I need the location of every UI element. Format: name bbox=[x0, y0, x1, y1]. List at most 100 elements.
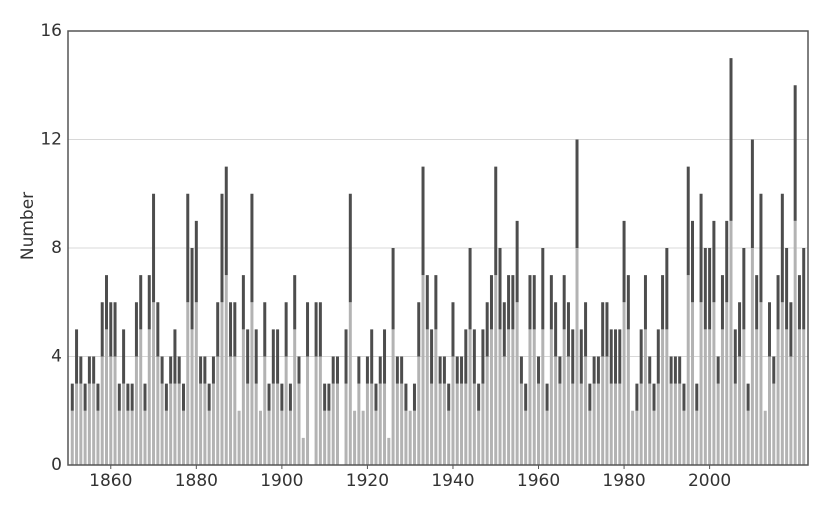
bar-segment bbox=[524, 383, 528, 411]
bar-segment bbox=[793, 220, 797, 465]
bar-segment bbox=[87, 383, 91, 465]
bar-segment bbox=[725, 302, 729, 465]
bar-segment bbox=[318, 356, 322, 465]
bar-segment bbox=[738, 356, 742, 465]
bar-segment bbox=[160, 383, 164, 465]
bar-segment bbox=[425, 329, 429, 465]
bar-segment bbox=[661, 329, 665, 465]
bar-segment bbox=[635, 383, 639, 411]
bar-segment bbox=[224, 275, 228, 465]
bar-segment bbox=[117, 383, 121, 411]
bar-segment bbox=[498, 248, 502, 330]
bar-segment bbox=[755, 275, 759, 330]
bar-segment bbox=[733, 329, 737, 384]
x-tick-label: 1980 bbox=[602, 471, 645, 491]
bar-segment bbox=[665, 329, 669, 465]
bar-segment bbox=[477, 410, 481, 465]
bar-segment bbox=[199, 356, 203, 384]
bar-segment bbox=[395, 356, 399, 384]
bar-segment bbox=[729, 220, 733, 465]
bar-segment bbox=[327, 383, 331, 411]
bar-segment bbox=[455, 383, 459, 465]
bar-segment bbox=[442, 383, 446, 465]
bar-segment bbox=[147, 275, 151, 330]
bar-segment bbox=[601, 356, 605, 465]
bar-segment bbox=[306, 302, 310, 357]
bar-segment bbox=[331, 383, 335, 465]
bar-segment bbox=[395, 383, 399, 465]
bar-segment bbox=[566, 356, 570, 465]
bar-segment bbox=[365, 383, 369, 465]
bar-segment bbox=[802, 248, 806, 330]
bar-segment bbox=[519, 356, 523, 384]
bar-segment bbox=[357, 383, 361, 465]
bar-segment bbox=[190, 329, 194, 465]
bar-segment bbox=[109, 356, 113, 465]
bar-segment bbox=[263, 302, 267, 357]
bar-segment bbox=[562, 329, 566, 465]
bar-segment bbox=[126, 410, 130, 465]
bar-segment bbox=[374, 383, 378, 411]
bar-segment bbox=[246, 383, 250, 465]
y-tick-label: 12 bbox=[40, 130, 62, 150]
bar-segment bbox=[797, 329, 801, 465]
bar-segment bbox=[378, 383, 382, 465]
bar-segment bbox=[703, 329, 707, 465]
bar-segment bbox=[494, 166, 498, 276]
bar-segment bbox=[605, 302, 609, 357]
bar-segment bbox=[652, 383, 656, 411]
bar-segment bbox=[314, 302, 318, 357]
bar-segment bbox=[335, 356, 339, 384]
bar-segment bbox=[229, 356, 233, 465]
bar-segment bbox=[519, 383, 523, 465]
bar-segment bbox=[194, 220, 198, 303]
bar-segment bbox=[177, 356, 181, 384]
bar-segment bbox=[126, 383, 130, 411]
bar-segment bbox=[100, 302, 104, 357]
bar-segment bbox=[746, 383, 750, 411]
x-tick-label: 1940 bbox=[431, 471, 474, 491]
bar-segment bbox=[400, 383, 404, 465]
bar-segment bbox=[327, 410, 331, 465]
bar-segment bbox=[468, 248, 472, 330]
bar-segment bbox=[70, 383, 74, 411]
bar-segment bbox=[691, 302, 695, 465]
bar-segment bbox=[549, 275, 553, 330]
bar-segment bbox=[768, 302, 771, 357]
bar-segment bbox=[447, 383, 451, 411]
plot-frame bbox=[67, 30, 809, 466]
bar-segment bbox=[656, 383, 660, 465]
bar-segment bbox=[169, 356, 173, 384]
bar-segment bbox=[626, 275, 630, 330]
bar-segment bbox=[545, 383, 549, 411]
bar-segment bbox=[481, 329, 485, 384]
bar-segment bbox=[216, 356, 220, 465]
bar-segment bbox=[152, 193, 156, 303]
bar-segment bbox=[477, 383, 481, 411]
bar-segment bbox=[173, 383, 177, 465]
x-tick-label: 1920 bbox=[346, 471, 389, 491]
bar-segment bbox=[511, 329, 515, 465]
bar-segment bbox=[742, 329, 746, 465]
bar-segment bbox=[489, 329, 493, 465]
x-tick-label: 1860 bbox=[89, 471, 132, 491]
bar-segment bbox=[584, 356, 588, 465]
bar-segment bbox=[438, 356, 442, 384]
bar-segment bbox=[276, 383, 280, 465]
bar-segment bbox=[802, 329, 806, 465]
bar-segment bbox=[434, 275, 438, 330]
bar-segment bbox=[357, 356, 361, 384]
bar-segment bbox=[481, 383, 485, 465]
bar-segment bbox=[203, 383, 207, 465]
bar-segment bbox=[575, 248, 579, 465]
bar-segment bbox=[673, 356, 677, 384]
bar-segment bbox=[370, 383, 374, 465]
bar-segment bbox=[532, 275, 536, 330]
bar-segment bbox=[79, 383, 83, 465]
bar-segment bbox=[545, 410, 549, 465]
bar-segment bbox=[776, 329, 780, 465]
bar-segment bbox=[703, 248, 707, 330]
bar-segment bbox=[224, 166, 228, 276]
bar-segment bbox=[451, 356, 455, 465]
bar-segment bbox=[233, 302, 237, 357]
